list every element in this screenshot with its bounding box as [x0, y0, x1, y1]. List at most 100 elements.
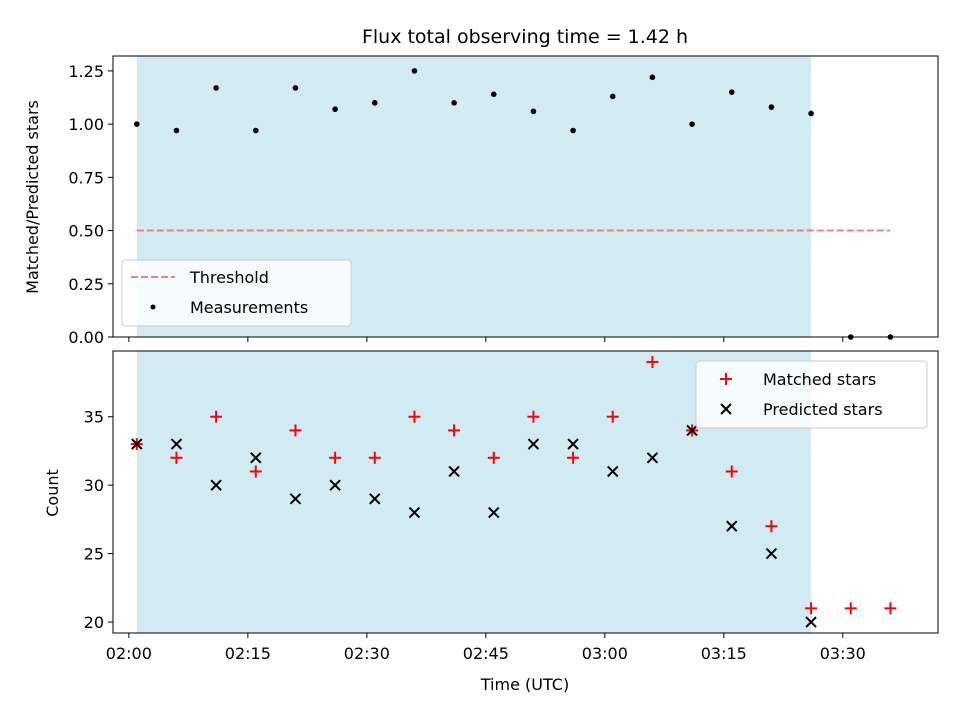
top-y-tick-label: 1.00 — [68, 115, 104, 134]
predicted-star-stroke-b — [131, 438, 143, 450]
predicted-star-stroke-b — [646, 452, 659, 464]
matched-star-point — [408, 410, 421, 423]
x-axis-label: Time (UTC) — [480, 675, 569, 694]
measurement-point — [649, 74, 656, 81]
predicted-star-point — [607, 465, 619, 478]
measurement-point — [689, 121, 695, 127]
matched-legend-swatch — [720, 373, 732, 385]
matched-star-point — [210, 410, 223, 423]
predicted-star-stroke-b — [329, 479, 341, 491]
matched-star-point — [249, 465, 262, 478]
matched-legend-label: Matched stars — [763, 370, 876, 389]
predicted-star-stroke-b — [527, 438, 540, 450]
matched-star-point — [646, 355, 659, 368]
measurement-point — [609, 93, 616, 100]
matched-star-point — [606, 410, 619, 423]
matched-star-point — [527, 410, 540, 423]
measurement-point — [332, 106, 338, 113]
x-tick-label: 03:30 — [820, 644, 866, 663]
predicted-star-point — [329, 479, 341, 491]
predicted-star-stroke-b — [567, 438, 579, 450]
predicted-star-stroke-b — [408, 506, 421, 519]
predicted-star-stroke-b — [488, 506, 500, 519]
predicted-star-point — [448, 465, 460, 478]
measurement-point — [411, 68, 418, 74]
measurement-point — [451, 100, 457, 106]
predicted-star-point — [488, 506, 500, 519]
predicted-star-point — [726, 520, 738, 532]
bottom-y-ticks: 20 25 30 35 — [84, 408, 113, 632]
matched-star-point — [329, 451, 342, 464]
top-y-tick-label: 0.75 — [68, 168, 104, 187]
predicted-star-stroke-b — [369, 493, 381, 505]
matched-star-point — [448, 424, 461, 437]
matched-star-point — [844, 602, 857, 615]
predicted-star-point — [408, 506, 421, 519]
measurement-point — [808, 110, 814, 117]
predicted-star-point — [131, 438, 143, 450]
measurement-point — [133, 121, 140, 127]
predicted-star-stroke-b — [805, 616, 817, 628]
predicted-star-stroke-b — [607, 465, 619, 478]
top-x-ticks — [128, 337, 844, 342]
top-axes-frame — [112, 55, 939, 338]
predicted-star-point — [527, 438, 540, 450]
predicted-star-point — [369, 493, 381, 505]
x-tick-label: 03:00 — [582, 644, 628, 663]
measurement-point — [252, 127, 259, 134]
measurement-point — [768, 104, 775, 110]
measurement-point — [570, 127, 576, 134]
matched-star-point — [368, 451, 381, 464]
measurement-point — [173, 127, 180, 134]
bottom-y-tick-label: 30 — [84, 476, 104, 495]
top-y-tick-label: 0.50 — [68, 222, 104, 241]
x-tick-label: 02:30 — [344, 644, 390, 663]
predicted-star-stroke-b — [448, 465, 460, 478]
top-y-axis-label: Matched/Predicted stars — [23, 100, 42, 294]
predicted-star-stroke-b — [765, 547, 778, 560]
predicted-legend-label: Predicted stars — [763, 400, 883, 419]
predicted-star-point — [250, 452, 262, 464]
measurements-legend-swatch — [150, 304, 156, 310]
measurement-point — [213, 85, 219, 91]
measurement-point — [371, 100, 378, 106]
measurement-point — [728, 89, 735, 95]
predicted-star-point — [289, 493, 302, 505]
top-y-tick-label: 1.25 — [68, 62, 104, 81]
top-y-ticks: 0.00 0.25 0.50 0.75 1.00 1.25 — [68, 62, 113, 347]
matched-star-point — [884, 602, 897, 615]
predicted-star-stroke-b — [170, 438, 183, 450]
predicted-legend-swatch — [720, 403, 732, 415]
matched-star-point — [765, 520, 778, 533]
predicted-star-stroke-b — [210, 479, 222, 491]
x-tick-label: 02:45 — [463, 644, 509, 663]
bottom-x-ticks: 02:00 02:15 02:30 02:45 03:00 03:15 03:30 — [106, 633, 866, 663]
predicted-star-point — [170, 438, 183, 450]
predicted-star-stroke-b — [726, 520, 738, 532]
predicted-star-point — [646, 452, 659, 464]
matched-star-point — [289, 424, 302, 437]
top-y-tick-label: 0.25 — [68, 275, 104, 294]
x-tick-label: 03:15 — [701, 644, 747, 663]
bottom-y-tick-label: 20 — [84, 613, 104, 632]
predicted-star-point — [805, 616, 817, 628]
matched-star-point — [170, 451, 183, 464]
measurements-legend-label: Measurements — [190, 298, 308, 317]
top-y-tick-label: 0.00 — [68, 328, 104, 347]
predicted-star-point — [210, 479, 222, 491]
bottom-y-tick-label: 25 — [84, 545, 104, 564]
top-legend-box — [121, 259, 352, 327]
matched-star-point — [805, 602, 818, 615]
chart-title: Flux total observing time = 1.42 h — [362, 26, 688, 48]
predicted-star-stroke-b — [289, 493, 302, 505]
predicted-star-point — [686, 424, 698, 437]
predicted-star-stroke-b — [686, 424, 698, 437]
measurement-point — [530, 108, 537, 115]
bottom-legend-box — [695, 360, 928, 429]
matched-star-point — [567, 451, 580, 464]
predicted-star-point — [765, 547, 778, 560]
top-panel: 0.00 0.25 0.50 0.75 1.00 1.25 Flux total obse… — [23, 26, 939, 347]
predicted-star-point — [567, 438, 579, 450]
